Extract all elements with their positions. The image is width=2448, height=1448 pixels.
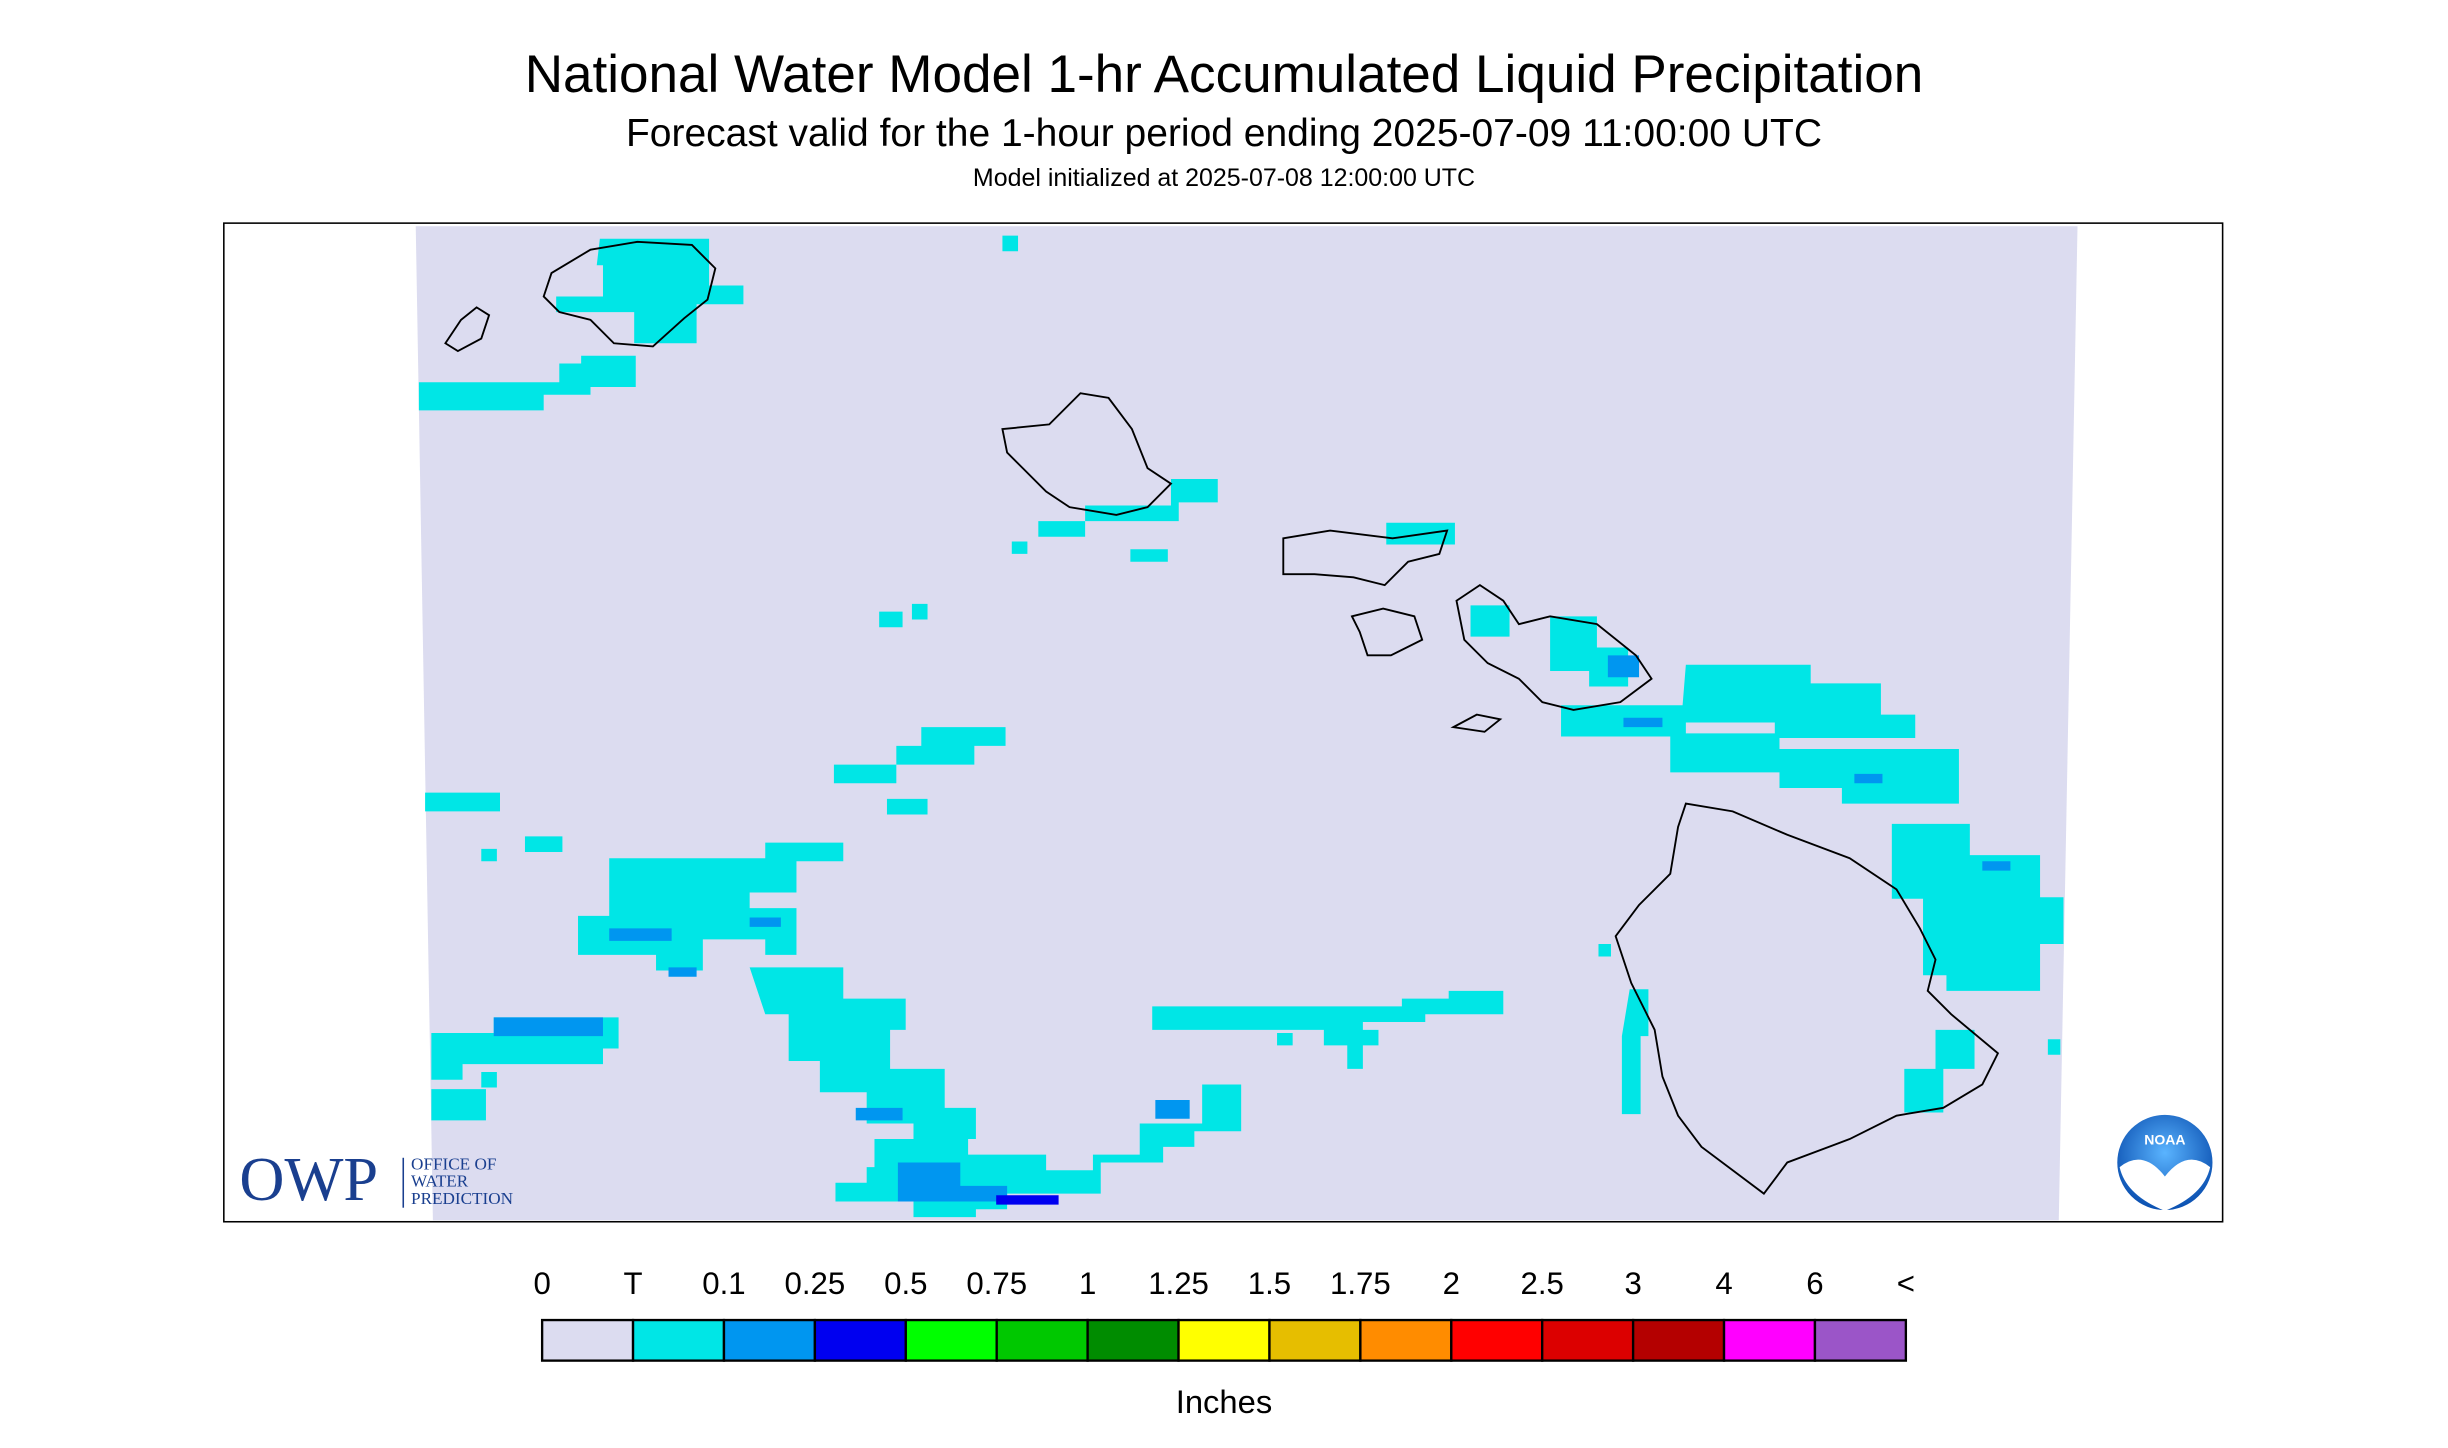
noaa-text: NOAA xyxy=(2144,1131,2185,1147)
owp-line: WATER xyxy=(411,1172,469,1191)
map: OWP OFFICE OF WATER PREDICTION NOAA xyxy=(223,222,2224,1223)
legend-label: 0.5 xyxy=(884,1266,927,1301)
owp-line: OFFICE OF xyxy=(411,1155,496,1174)
legend-swatch xyxy=(1268,1318,1362,1362)
owp-mark: OWP xyxy=(239,1145,378,1214)
legend-swatch xyxy=(1086,1318,1180,1362)
legend-label: 0.25 xyxy=(785,1266,846,1301)
owp-logo: OWP OFFICE OF WATER PREDICTION xyxy=(239,1145,513,1214)
title: National Water Model 1-hr Accumulated Li… xyxy=(525,45,1924,104)
legend-label: 6 xyxy=(1806,1266,1823,1301)
subtitle: Forecast valid for the 1-hour period end… xyxy=(626,112,1822,155)
legend-swatch xyxy=(1359,1318,1453,1362)
legend-label: 1 xyxy=(1079,1266,1096,1301)
legend-swatch xyxy=(1450,1318,1544,1362)
legend-label: 3 xyxy=(1624,1266,1641,1301)
init-time: Model initialized at 2025-07-08 12:00:00… xyxy=(973,164,1475,192)
legend-swatch xyxy=(1541,1318,1635,1362)
legend-swatch xyxy=(904,1318,998,1362)
legend-label: 0.1 xyxy=(702,1266,745,1301)
precipitation xyxy=(418,235,2064,1218)
noaa-logo: NOAA xyxy=(2115,1113,2215,1212)
legend-swatch xyxy=(631,1318,726,1362)
legend-label: < xyxy=(1897,1266,1915,1301)
legend-swatch xyxy=(995,1318,1089,1362)
legend-swatch xyxy=(1631,1318,1726,1362)
legend-swatch xyxy=(1813,1318,1908,1362)
legend-label: 0.75 xyxy=(966,1266,1027,1301)
coastlines xyxy=(444,240,2000,1195)
owp-line: PREDICTION xyxy=(411,1189,513,1208)
legend-label: 2 xyxy=(1443,1266,1460,1301)
legend-label: 2.5 xyxy=(1521,1266,1564,1301)
legend-swatch xyxy=(1177,1318,1271,1362)
legend-unit: Inches xyxy=(1176,1383,1272,1420)
legend-label: T xyxy=(624,1266,643,1301)
legend-label: 4 xyxy=(1715,1266,1732,1301)
legend: Inches 0 T 0.1 0.25 0.5 0.75 1 1.25 1.5 1.75 2 2.5 3… xyxy=(533,1266,1915,1420)
legend-label: 1.75 xyxy=(1330,1266,1391,1301)
legend-swatch xyxy=(813,1318,907,1362)
legend-swatch xyxy=(540,1318,635,1362)
legend-label: 1.25 xyxy=(1148,1266,1209,1301)
legend-label: 0 xyxy=(533,1266,550,1301)
legend-label: 1.5 xyxy=(1248,1266,1291,1301)
legend-swatch xyxy=(722,1318,817,1362)
legend-swatch xyxy=(1722,1318,1817,1362)
